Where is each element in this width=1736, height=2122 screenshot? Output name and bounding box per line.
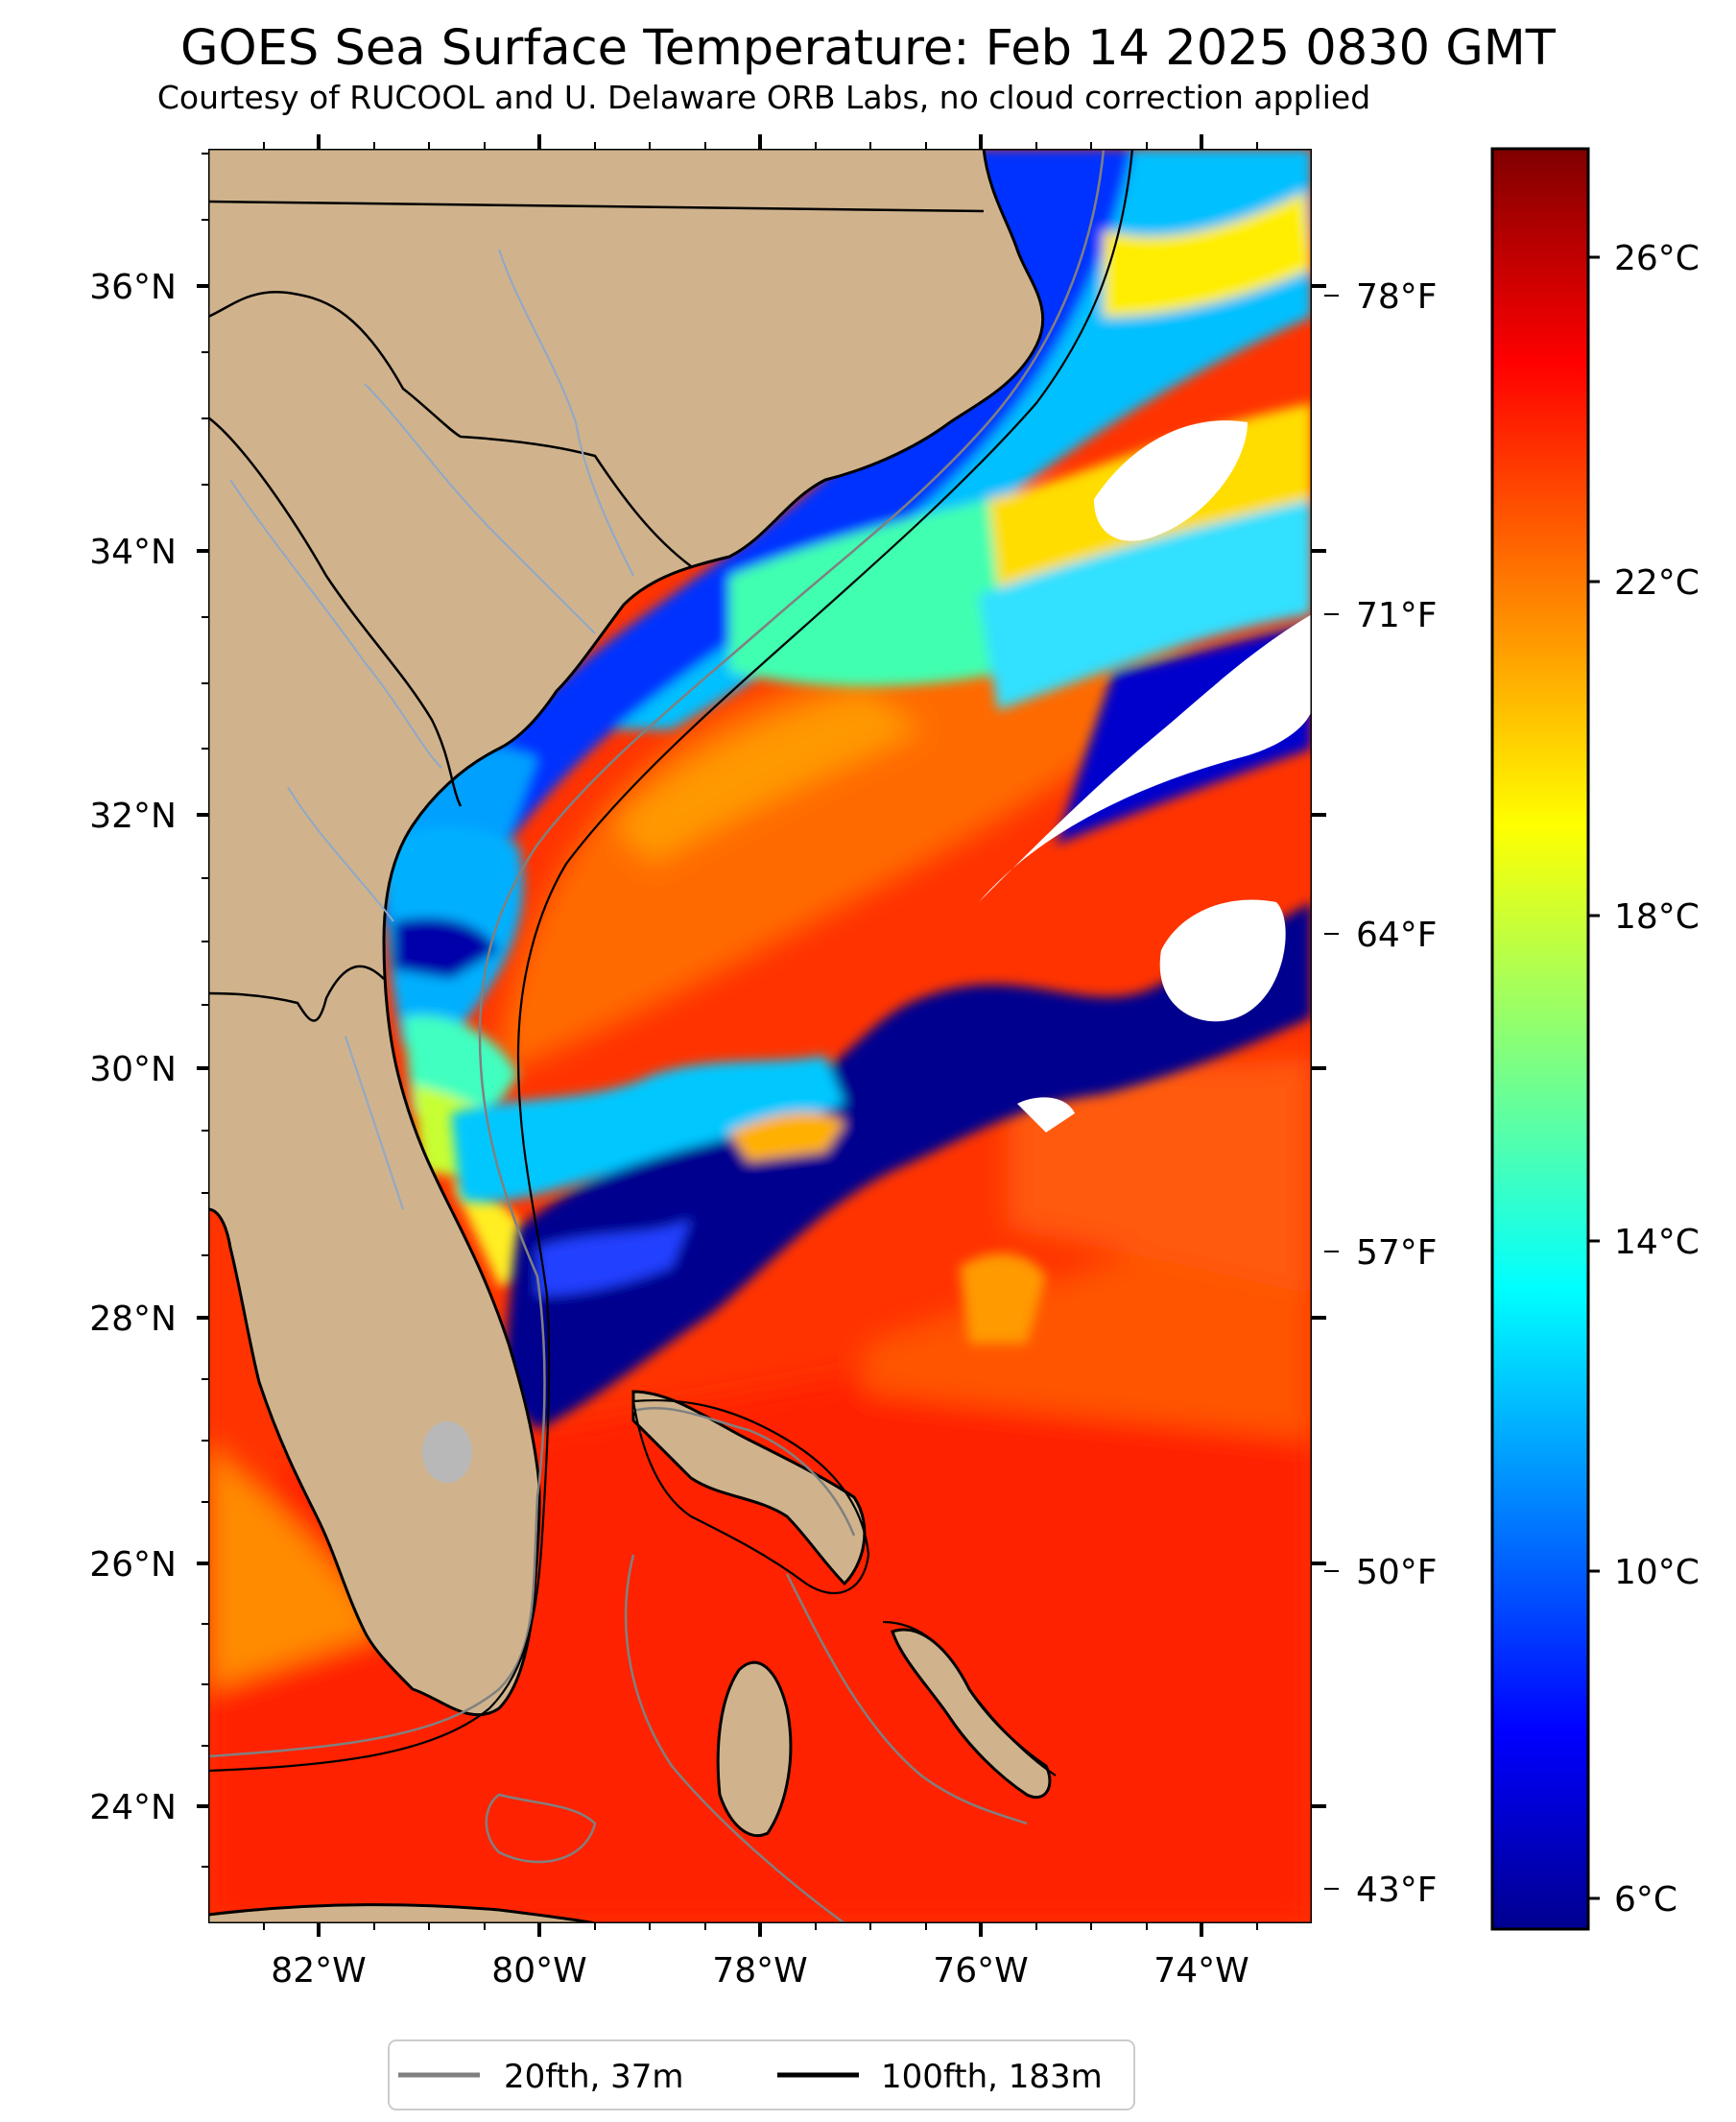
longitude-labels: 82°W 80°W 78°W 76°W 74°W	[271, 1951, 1248, 1991]
lat-label: 28°N	[89, 1299, 177, 1339]
bahamas-grand-bahama	[631, 1390, 867, 1586]
lake-okeechobee	[422, 1421, 472, 1483]
fahrenheit-label: 71°F	[1356, 596, 1438, 635]
lon-label: 82°W	[271, 1951, 366, 1991]
legend-label-20fth: 20fth, 37m	[504, 2058, 684, 2096]
lon-label: 76°W	[933, 1951, 1028, 1991]
legend: 20fth, 37m 100fth, 183m	[388, 2039, 1135, 2110]
lat-label: 34°N	[89, 533, 177, 572]
lat-label: 32°N	[89, 797, 177, 836]
latitude-labels: 36°N 34°N 32°N 30°N 28°N 26°N 24°N	[89, 268, 177, 1827]
cold-filament	[451, 902, 1312, 1430]
lat-label: 24°N	[89, 1788, 177, 1827]
land	[208, 149, 1052, 1923]
lat-label: 30°N	[89, 1050, 177, 1089]
lon-label: 74°W	[1153, 1951, 1248, 1991]
rivers	[229, 249, 634, 1210]
colorbar: 26°C 22°C 18°C 14°C 10°C 6°C	[1490, 147, 1700, 1931]
lon-label: 78°W	[712, 1951, 807, 1991]
fahrenheit-label: 50°F	[1356, 1553, 1438, 1592]
state-borders	[208, 200, 985, 1022]
colorbar-label: 6°C	[1614, 1880, 1677, 1919]
colorbar-label: 14°C	[1614, 1223, 1700, 1262]
cloud-masks	[979, 420, 1312, 1133]
fahrenheit-label: 64°F	[1356, 916, 1438, 955]
fahrenheit-label: 57°F	[1356, 1233, 1438, 1273]
isobath-20fth	[208, 149, 1106, 1923]
bahamas-andros	[716, 1660, 793, 1838]
lat-label: 26°N	[89, 1545, 177, 1585]
colorbar-label: 10°C	[1614, 1553, 1700, 1592]
fahrenheit-label: 78°F	[1356, 277, 1438, 317]
sst-map	[208, 149, 1312, 1923]
cuba	[208, 1903, 596, 1923]
coastal-cold-water	[384, 826, 537, 1286]
fahrenheit-labels: 78°F 71°F 64°F 57°F 50°F 43°F	[1356, 277, 1438, 1910]
fahrenheit-ticks	[1324, 295, 1339, 1890]
map-title: GOES Sea Surface Temperature: Feb 14 202…	[180, 20, 1556, 77]
fahrenheit-label: 43°F	[1356, 1871, 1438, 1910]
lon-label: 80°W	[491, 1951, 586, 1991]
colorbar-label: 18°C	[1614, 897, 1700, 937]
colorbar-label: 26°C	[1614, 239, 1700, 278]
lat-label: 36°N	[89, 268, 177, 307]
map-subtitle: Courtesy of RUCOOL and U. Delaware ORB L…	[156, 79, 1371, 116]
us-mainland	[208, 149, 1045, 1717]
colorbar-label: 22°C	[1614, 563, 1700, 603]
legend-label-100fth: 100fth, 183m	[881, 2058, 1103, 2096]
map-axes	[197, 134, 1326, 1937]
isobath-100fth	[208, 149, 1134, 1776]
